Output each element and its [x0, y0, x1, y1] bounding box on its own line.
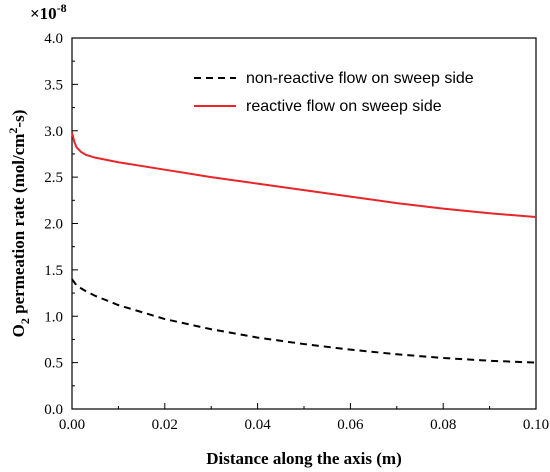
y-tick-label: 4.0: [44, 31, 63, 47]
x-tick-label: 0.04: [244, 417, 271, 433]
y-tick-label: 0.5: [44, 356, 63, 372]
x-axis-label: Distance along the axis (m): [206, 449, 401, 468]
x-tick-label: 0.00: [59, 417, 85, 433]
series-line-1: [71, 278, 537, 364]
legend-label-1: non-reactive flow on sweep side: [246, 70, 474, 87]
legend: non-reactive flow on sweep side reactive …: [194, 70, 474, 115]
x-tick-label: 0.02: [152, 417, 178, 433]
y-tick-label: 1.0: [44, 309, 63, 325]
y-axis-multiplier: ×10-8: [30, 1, 67, 23]
y-tick-label: 0.0: [44, 402, 63, 418]
legend-label-2: reactive flow on sweep side: [246, 98, 442, 115]
y-tick-label: 3.5: [44, 77, 63, 93]
x-tick-label: 0.08: [430, 417, 456, 433]
x-tick-label: 0.10: [523, 417, 549, 433]
y-tick-label: 1.5: [44, 263, 63, 279]
series-line-2: [71, 132, 537, 219]
y-axis-label: O2 permeation rate (mol/cm2-s): [6, 110, 32, 338]
series-group: [71, 132, 537, 364]
x-tick-label: 0.06: [337, 417, 364, 433]
plot-frame: [71, 37, 537, 410]
axis-ticks: 0.00 0.02 0.04 0.06 0.08 0.10 0.0 0.5 1.0 1.5 2.0 2…: [44, 31, 549, 433]
y-tick-label: 3.0: [44, 124, 63, 140]
y-tick-label: 2.0: [44, 217, 63, 233]
y-tick-label: 2.5: [44, 170, 63, 186]
